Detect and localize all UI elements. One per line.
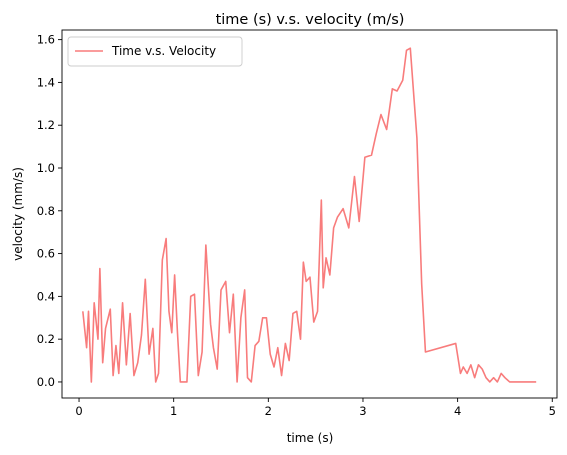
y-tick-label: 0.6: [37, 247, 55, 261]
y-tick-label: 1.0: [37, 161, 55, 175]
y-tick-label: 0.0: [37, 375, 55, 389]
x-axis-label: time (s): [287, 431, 334, 445]
y-tick-label: 0.8: [37, 204, 55, 218]
y-tick-label: 1.2: [37, 118, 55, 132]
legend-label: Time v.s. Velocity: [111, 44, 216, 58]
x-tick-label: 0: [75, 404, 82, 418]
legend-box: [67, 36, 243, 67]
x-tick-label: 5: [549, 404, 556, 418]
legend: Time v.s. Velocity: [67, 36, 243, 67]
chart-title: time (s) v.s. velocity (m/s): [216, 12, 405, 28]
x-tick-label: 3: [359, 404, 366, 418]
x-tick-label: 2: [265, 404, 272, 418]
y-tick-label: 1.6: [37, 33, 55, 47]
y-tick-label: 0.4: [37, 289, 55, 303]
plot-frame: [61, 29, 558, 399]
x-axis-ticks: 0 1 2 3 4 5: [75, 398, 556, 418]
plot-area: [82, 47, 537, 383]
y-axis-ticks: 0.0 0.2 0.4 0.6 0.8 1.0 1.2 1.4 1.6: [37, 33, 62, 389]
y-axis-label: velocity (mm/s): [11, 167, 25, 261]
series-line: [82, 47, 537, 383]
y-tick-label: 0.2: [37, 332, 55, 346]
x-tick-label: 4: [454, 404, 461, 418]
y-tick-label: 1.4: [37, 75, 55, 89]
x-tick-label: 1: [170, 404, 177, 418]
